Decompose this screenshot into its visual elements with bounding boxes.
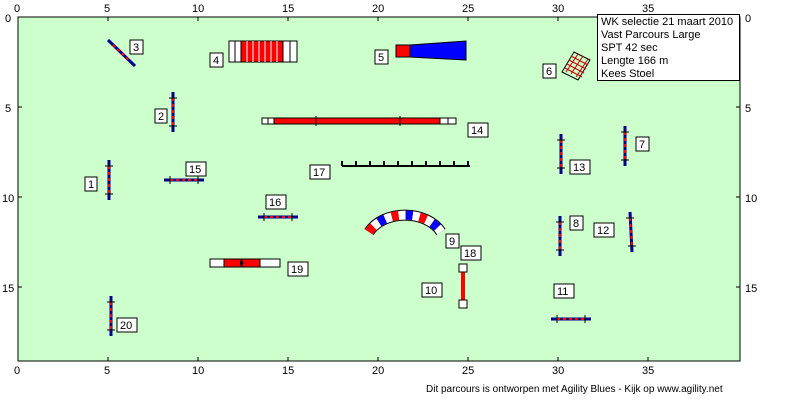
obstacle-6-tire [561, 51, 591, 81]
label-3-text: 3 [133, 42, 139, 54]
y-tick-right-15: 15 [745, 283, 757, 295]
y-tick-right-5: 5 [745, 103, 751, 115]
obstacle-20-hurdle [107, 296, 115, 336]
obstacle-1-hurdle [105, 160, 113, 200]
x-tick-top-5: 5 [104, 3, 110, 15]
label-9: 9 [445, 233, 460, 249]
obstacle-5-tunnel [395, 40, 467, 61]
label-4-text: 4 [213, 55, 219, 67]
y-tick-right-10: 10 [745, 193, 757, 205]
obstacle-2-hurdle [169, 92, 177, 132]
obstacle-14-dogwalk [261, 116, 457, 126]
label-14-text: 14 [471, 125, 483, 137]
label-8: 8 [569, 215, 584, 231]
x-tick-bottom-25: 25 [462, 365, 474, 377]
label-1-text: 1 [88, 179, 94, 191]
y-tick-left-10: 10 [2, 193, 14, 205]
obstacle-3-hurdle [106, 38, 137, 68]
label-18: 18 [460, 245, 482, 261]
label-4: 4 [209, 52, 224, 68]
x-tick-bottom-35: 35 [642, 365, 654, 377]
obstacle-4-tunnel [228, 40, 298, 63]
x-tick-top-30: 30 [552, 3, 564, 15]
x-tick-bottom-15: 15 [282, 365, 294, 377]
label-17: 17 [309, 164, 331, 180]
course-length: Lengte 166 m [601, 55, 669, 67]
label-12: 12 [593, 222, 615, 238]
label-3: 3 [129, 39, 144, 55]
obstacle-9-curved-tunnel [364, 209, 446, 236]
x-tick-top-0: 0 [14, 3, 20, 15]
label-6-text: 6 [546, 66, 552, 78]
obstacle-17-weave-poles [341, 161, 470, 167]
obstacle-16-hurdle [258, 213, 298, 221]
y-tick-left-5: 5 [5, 103, 11, 115]
obstacle-12-hurdle [626, 211, 636, 253]
obstacle-10-hurdle [458, 263, 468, 309]
x-tick-top-20: 20 [372, 3, 384, 15]
label-9-text: 9 [449, 236, 455, 248]
obstacle-15-hurdle [164, 176, 204, 184]
x-tick-top-15: 15 [282, 3, 294, 15]
course-spt: SPT 42 sec [601, 42, 658, 54]
label-6: 6 [542, 63, 557, 79]
label-20-text: 20 [120, 320, 132, 332]
label-7-text: 7 [639, 139, 645, 151]
label-2-text: 2 [158, 111, 164, 123]
course-class: Vast Parcours Large [601, 29, 701, 41]
label-2: 2 [154, 108, 168, 124]
label-10: 10 [421, 282, 443, 298]
label-11-text: 11 [557, 286, 568, 298]
label-12-text: 12 [597, 225, 609, 237]
obstacle-19-tunnel [209, 258, 281, 268]
x-tick-bottom-30: 30 [552, 365, 564, 377]
obstacle-8-hurdle [556, 216, 564, 256]
course-title: WK selectie 21 maart 2010 [601, 16, 734, 28]
y-tick-left-15: 15 [2, 283, 14, 295]
course-judge: Kees Stoel [601, 68, 655, 80]
footer-credit: Dit parcours is ontworpen met Agility Bl… [426, 384, 723, 395]
label-15-text: 15 [189, 164, 201, 176]
x-tick-bottom-0: 0 [14, 365, 20, 377]
label-13-text: 13 [573, 162, 585, 174]
obstacle-11-hurdle [551, 315, 591, 323]
x-tick-bottom-20: 20 [372, 365, 384, 377]
label-8-text: 8 [573, 218, 579, 230]
y-tick-left-0: 0 [5, 13, 11, 25]
label-5-text: 5 [378, 52, 384, 64]
label-13: 13 [569, 159, 591, 175]
obstacle-7-hurdle [621, 126, 629, 166]
label-11: 11 [553, 283, 575, 299]
label-5: 5 [374, 49, 389, 65]
course-info-box: WK selectie 21 maart 2010 Vast Parcours … [597, 14, 740, 81]
x-tick-bottom-5: 5 [104, 365, 110, 377]
x-tick-top-35: 35 [642, 3, 654, 15]
label-7: 7 [635, 136, 650, 152]
label-1: 1 [84, 176, 98, 192]
label-17-text: 17 [313, 167, 325, 179]
x-tick-top-10: 10 [192, 3, 204, 15]
obstacle-13-hurdle [557, 134, 565, 174]
label-19-text: 19 [291, 264, 303, 276]
label-16-text: 16 [269, 197, 281, 209]
label-14: 14 [467, 122, 489, 138]
label-15: 15 [185, 161, 207, 177]
label-20: 20 [116, 317, 138, 333]
label-18-text: 18 [464, 248, 476, 260]
x-tick-bottom-10: 10 [192, 365, 204, 377]
x-tick-top-25: 25 [462, 3, 474, 15]
label-10-text: 10 [425, 285, 437, 297]
label-19: 19 [287, 261, 309, 277]
label-16: 16 [265, 194, 287, 210]
y-tick-right-0: 0 [745, 13, 751, 25]
